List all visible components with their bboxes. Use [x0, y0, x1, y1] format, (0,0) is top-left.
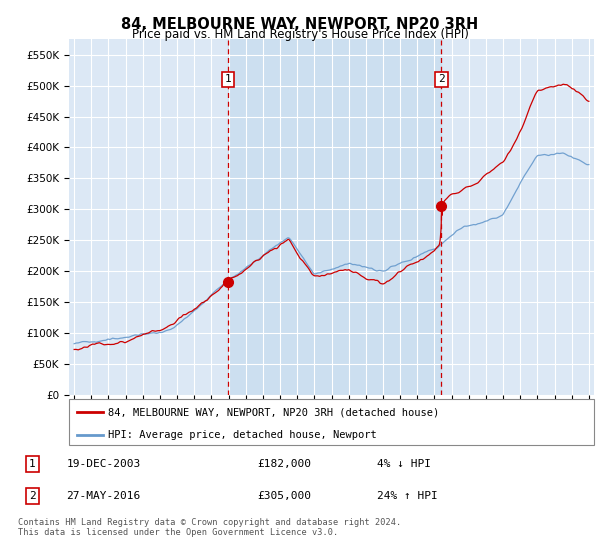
Text: 2: 2: [438, 74, 445, 85]
Text: 1: 1: [224, 74, 232, 85]
Text: 1: 1: [29, 459, 35, 469]
Text: Contains HM Land Registry data © Crown copyright and database right 2024.
This d: Contains HM Land Registry data © Crown c…: [18, 518, 401, 538]
Text: 84, MELBOURNE WAY, NEWPORT, NP20 3RH: 84, MELBOURNE WAY, NEWPORT, NP20 3RH: [121, 17, 479, 32]
Text: £305,000: £305,000: [257, 491, 311, 501]
Text: Price paid vs. HM Land Registry's House Price Index (HPI): Price paid vs. HM Land Registry's House …: [131, 28, 469, 41]
Text: 27-MAY-2016: 27-MAY-2016: [67, 491, 140, 501]
Bar: [228, 39, 442, 395]
Text: 19-DEC-2003: 19-DEC-2003: [67, 459, 140, 469]
Text: 84, MELBOURNE WAY, NEWPORT, NP20 3RH (detached house): 84, MELBOURNE WAY, NEWPORT, NP20 3RH (de…: [109, 407, 440, 417]
Text: £182,000: £182,000: [257, 459, 311, 469]
Text: HPI: Average price, detached house, Newport: HPI: Average price, detached house, Newp…: [109, 430, 377, 440]
Text: 24% ↑ HPI: 24% ↑ HPI: [377, 491, 438, 501]
Text: 2: 2: [29, 491, 35, 501]
Text: 4% ↓ HPI: 4% ↓ HPI: [377, 459, 431, 469]
